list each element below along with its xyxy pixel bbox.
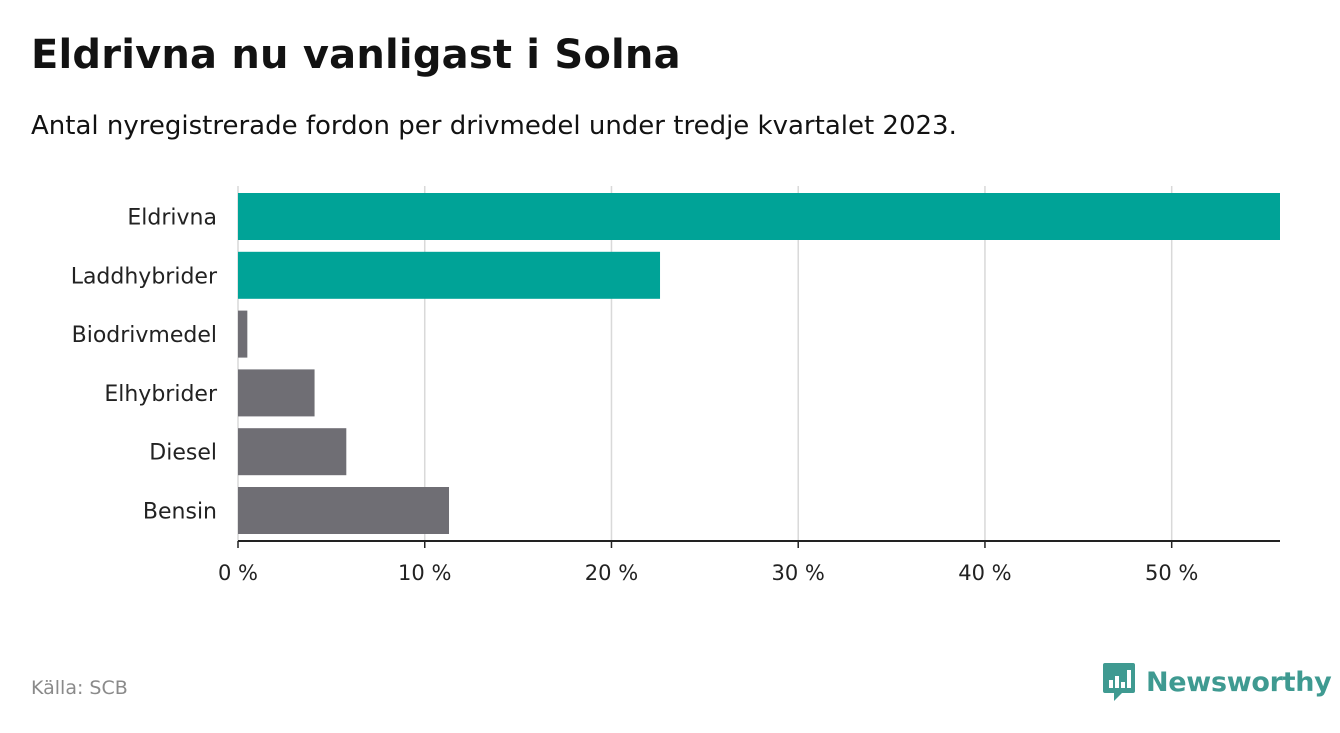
chart-title: Eldrivna nu vanligast i Solna — [31, 32, 681, 78]
category-label: Laddhybrider — [71, 264, 218, 289]
bar-diesel — [238, 428, 347, 476]
x-tick-label: 30 % — [772, 561, 825, 585]
x-axis: 0 % 10 % 20 % 30 % 40 % 50 % — [218, 540, 1280, 585]
x-tick-label: 10 % — [398, 561, 451, 585]
category-label: Bensin — [143, 500, 217, 525]
bar-eldrivna — [238, 193, 1280, 240]
category-label: Diesel — [149, 441, 217, 466]
chart-subtitle: Antal nyregistrerade fordon per drivmede… — [31, 111, 957, 141]
bar-bensin — [238, 487, 450, 534]
brand-logo: Newsworthy — [1102, 662, 1332, 702]
category-label: Eldrivna — [127, 206, 217, 231]
x-tick-label: 50 % — [1145, 561, 1198, 585]
category-label: Elhybrider — [104, 382, 218, 407]
brand-name: Newsworthy — [1146, 666, 1332, 698]
bar-laddhybrider — [238, 251, 661, 299]
bars — [238, 193, 1280, 534]
x-tick-label: 20 % — [585, 561, 638, 585]
x-tick-label: 40 % — [958, 561, 1011, 585]
category-labels: Eldrivna Laddhybrider Biodrivmedel Elhybrid… — [71, 206, 218, 525]
category-label: Biodrivmedel — [72, 323, 217, 348]
x-tick-label: 0 % — [218, 561, 258, 585]
newsworthy-logo-icon — [1103, 663, 1135, 701]
source-note: Källa: SCB — [31, 677, 128, 699]
bar-elhybrider — [238, 369, 315, 417]
gridlines — [237, 186, 1173, 541]
bar-biodrivmedel — [238, 310, 248, 358]
